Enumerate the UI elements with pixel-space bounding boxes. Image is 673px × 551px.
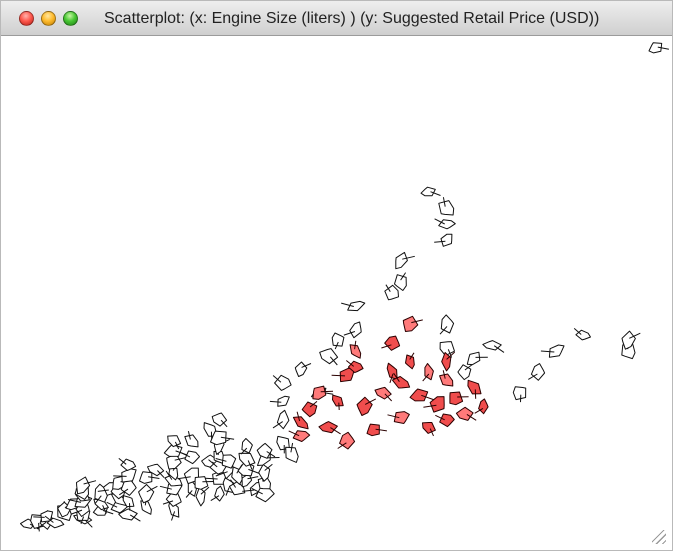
data-point[interactable] xyxy=(457,364,473,381)
data-point[interactable] xyxy=(395,251,415,270)
selected-data-point[interactable] xyxy=(441,351,456,372)
data-point[interactable] xyxy=(528,363,546,381)
data-point[interactable] xyxy=(269,395,290,407)
data-point[interactable] xyxy=(540,344,565,358)
data-point[interactable] xyxy=(164,470,183,487)
resize-grip-icon[interactable] xyxy=(652,530,666,544)
data-point[interactable] xyxy=(76,476,97,495)
data-point[interactable] xyxy=(228,479,246,496)
data-point[interactable] xyxy=(482,340,505,353)
scatterplot-canvas[interactable] xyxy=(1,36,672,551)
data-point[interactable] xyxy=(241,473,259,488)
data-point[interactable] xyxy=(215,454,237,469)
close-window-button[interactable] xyxy=(19,11,34,26)
data-point[interactable] xyxy=(434,233,453,247)
data-point[interactable] xyxy=(211,412,228,428)
selected-data-point[interactable] xyxy=(423,396,445,413)
selected-data-point[interactable] xyxy=(422,422,436,437)
selected-data-point[interactable] xyxy=(439,370,454,387)
selected-data-point[interactable] xyxy=(449,391,469,406)
data-point[interactable] xyxy=(341,300,366,312)
data-point[interactable] xyxy=(285,442,299,463)
data-point[interactable] xyxy=(138,484,158,504)
selected-data-point[interactable] xyxy=(387,411,410,424)
data-point[interactable] xyxy=(573,328,591,341)
selected-data-point[interactable] xyxy=(356,396,377,416)
selected-data-point[interactable] xyxy=(345,360,364,374)
selected-data-point[interactable] xyxy=(467,379,482,399)
selected-data-point[interactable] xyxy=(331,367,355,383)
data-point[interactable] xyxy=(466,351,488,366)
data-point[interactable] xyxy=(159,482,183,496)
data-point[interactable] xyxy=(439,341,455,358)
data-point[interactable] xyxy=(512,386,527,403)
selected-data-point[interactable] xyxy=(381,335,401,351)
selected-data-point[interactable] xyxy=(312,385,334,400)
data-point[interactable] xyxy=(648,42,669,54)
data-point[interactable] xyxy=(434,218,456,230)
data-point[interactable] xyxy=(621,330,641,350)
minimize-window-button[interactable] xyxy=(41,11,56,26)
zoom-window-button[interactable] xyxy=(63,11,78,26)
data-point[interactable] xyxy=(194,476,214,490)
data-point[interactable] xyxy=(44,515,65,529)
selected-data-point[interactable] xyxy=(374,386,393,402)
selected-data-point[interactable] xyxy=(292,411,309,430)
data-point[interactable] xyxy=(394,272,407,291)
selected-data-point[interactable] xyxy=(422,363,434,382)
selected-data-point[interactable] xyxy=(405,352,415,370)
data-point[interactable] xyxy=(238,452,256,470)
selected-data-point[interactable] xyxy=(349,340,362,359)
data-point[interactable] xyxy=(147,463,165,479)
window-titlebar[interactable]: Scatterplot: (x: Engine Size (liters) ) … xyxy=(1,1,672,36)
data-point[interactable] xyxy=(331,332,345,350)
selected-data-point[interactable] xyxy=(318,421,341,435)
data-point[interactable] xyxy=(438,197,455,216)
data-point[interactable] xyxy=(180,450,200,465)
data-point[interactable] xyxy=(294,361,312,377)
selected-data-point[interactable] xyxy=(332,394,344,411)
data-point[interactable] xyxy=(319,348,339,366)
selected-data-point[interactable] xyxy=(301,401,318,418)
data-point[interactable] xyxy=(195,486,210,507)
selected-data-point[interactable] xyxy=(288,430,311,442)
data-point[interactable] xyxy=(256,442,276,459)
selected-data-point[interactable] xyxy=(337,431,356,450)
data-point[interactable] xyxy=(122,495,135,511)
scatter-points xyxy=(20,42,669,532)
data-point[interactable] xyxy=(210,485,225,502)
data-point[interactable] xyxy=(384,284,399,301)
selected-data-point[interactable] xyxy=(402,315,423,332)
data-point[interactable] xyxy=(272,409,290,430)
data-point[interactable] xyxy=(272,374,292,391)
selected-data-point[interactable] xyxy=(366,423,387,437)
data-point[interactable] xyxy=(118,458,137,471)
data-point[interactable] xyxy=(439,314,455,335)
selected-data-point[interactable] xyxy=(455,406,477,421)
data-point[interactable] xyxy=(210,430,235,446)
data-point[interactable] xyxy=(420,186,441,197)
selected-data-point[interactable] xyxy=(474,398,489,415)
window-title: Scatterplot: (x: Engine Size (liters) ) … xyxy=(104,10,600,27)
data-point[interactable] xyxy=(184,430,199,448)
data-point[interactable] xyxy=(167,435,182,450)
selected-data-point[interactable] xyxy=(435,413,455,428)
selected-data-point[interactable] xyxy=(409,388,434,402)
data-point[interactable] xyxy=(240,438,253,455)
selected-data-point[interactable] xyxy=(391,372,411,389)
data-point[interactable] xyxy=(343,321,362,339)
data-point[interactable] xyxy=(118,508,141,522)
